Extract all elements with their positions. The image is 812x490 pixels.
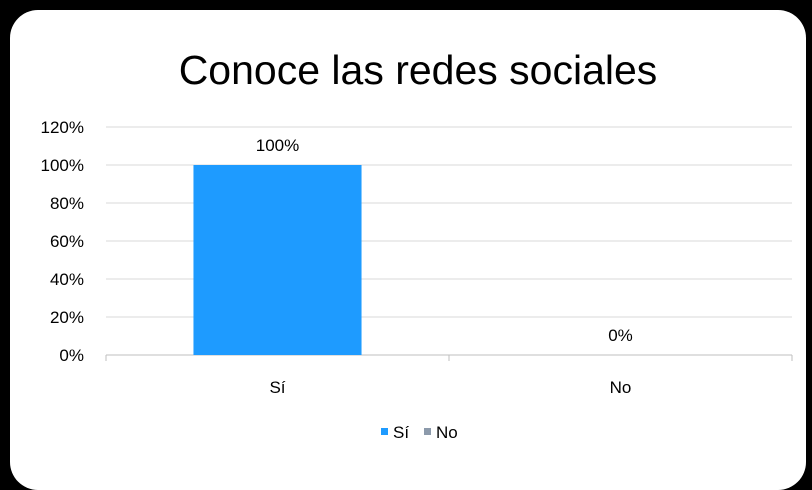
chart-container: Conoce las redes sociales 0% 20% 40% 60% 80%…: [10, 10, 806, 490]
legend-swatch: [424, 428, 431, 435]
y-tick-label: 100%: [41, 156, 84, 175]
legend-label: Sí: [393, 423, 409, 442]
legend-swatch: [381, 428, 388, 435]
legend-label: No: [436, 423, 458, 442]
x-category-label: Sí: [269, 378, 285, 397]
bars: [193, 165, 362, 355]
x-category-label: No: [610, 378, 632, 397]
y-tick-label: 0%: [59, 346, 84, 365]
bar-chart: Conoce las redes sociales 0% 20% 40% 60% 80%…: [41, 47, 793, 442]
bar: [193, 165, 362, 355]
legend: Sí No: [381, 423, 458, 442]
chart-title: Conoce las redes sociales: [179, 47, 658, 93]
data-labels: 100% 0%: [256, 136, 633, 345]
data-label: 100%: [256, 136, 299, 155]
y-tick-label: 60%: [50, 232, 84, 251]
data-label: 0%: [608, 326, 633, 345]
y-tick-label: 80%: [50, 194, 84, 213]
y-tick-label: 120%: [41, 118, 84, 137]
y-tick-label: 40%: [50, 270, 84, 289]
y-tick-label: 20%: [50, 308, 84, 327]
axes: 0% 20% 40% 60% 80% 100% 120% Sí No: [41, 118, 793, 397]
